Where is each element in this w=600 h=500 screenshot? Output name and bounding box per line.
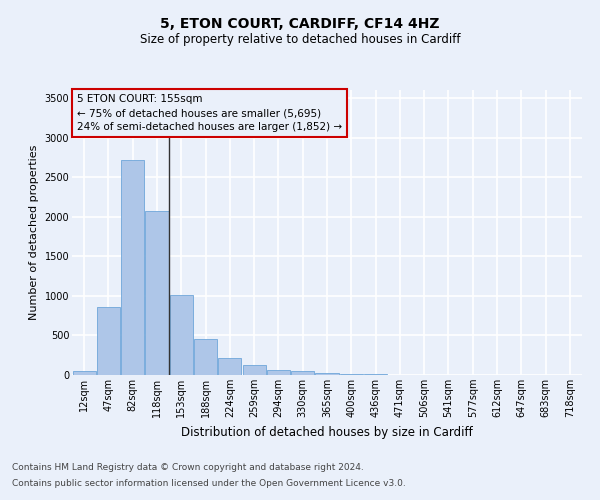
Bar [316,373,338,375]
Bar [242,364,266,375]
Text: 5 ETON COURT: 155sqm
← 75% of detached houses are smaller (5,695)
24% of semi-de: 5 ETON COURT: 155sqm ← 75% of detached h… [77,94,342,132]
Bar [218,358,241,375]
Bar [97,308,120,375]
Bar [145,210,169,375]
Text: Size of property relative to detached houses in Cardiff: Size of property relative to detached ho… [140,32,460,46]
Bar [291,371,314,375]
Text: Contains public sector information licensed under the Open Government Licence v3: Contains public sector information licen… [12,478,406,488]
Bar [121,160,144,375]
Bar [170,295,193,375]
Text: Contains HM Land Registry data © Crown copyright and database right 2024.: Contains HM Land Registry data © Crown c… [12,464,364,472]
Text: 5, ETON COURT, CARDIFF, CF14 4HZ: 5, ETON COURT, CARDIFF, CF14 4HZ [160,18,440,32]
Bar [267,370,290,375]
Bar [340,374,363,375]
Y-axis label: Number of detached properties: Number of detached properties [29,145,39,320]
X-axis label: Distribution of detached houses by size in Cardiff: Distribution of detached houses by size … [181,426,473,438]
Bar [364,374,387,375]
Bar [73,370,95,375]
Bar [194,338,217,375]
